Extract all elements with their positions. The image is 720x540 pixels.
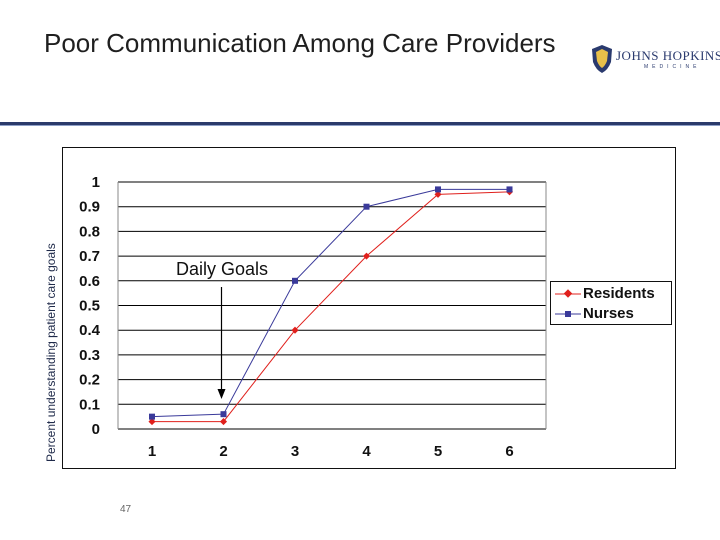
point-nurses-1 bbox=[149, 413, 155, 420]
legend-item-nurses: Nurses bbox=[551, 304, 671, 324]
y-tick-label-1: 0.1 bbox=[79, 396, 100, 413]
y-tick-label-6: 0.6 bbox=[79, 273, 100, 290]
chart-legend: Residents Nurses bbox=[550, 281, 672, 325]
point-nurses-4 bbox=[363, 203, 370, 210]
point-nurses-3 bbox=[292, 277, 298, 284]
legend-label-nurses: Nurses bbox=[583, 305, 634, 322]
point-residents-5 bbox=[434, 190, 442, 198]
point-nurses-2 bbox=[220, 411, 227, 418]
title-divider-light bbox=[0, 125, 720, 126]
point-residents-3 bbox=[291, 326, 299, 334]
point-residents-1 bbox=[148, 418, 156, 426]
slide-title: Poor Communication Among Care Providers bbox=[44, 28, 556, 58]
y-tick-label-7: 0.7 bbox=[79, 248, 100, 265]
y-tick-label-2: 0.2 bbox=[79, 372, 100, 389]
x-tick-label-4: 4 bbox=[362, 443, 371, 460]
y-axis-label: Percent understanding patient care goals bbox=[44, 243, 58, 462]
shield-icon bbox=[592, 45, 612, 73]
slide-number: 47 bbox=[120, 504, 132, 515]
x-tick-label-1: 1 bbox=[148, 443, 156, 460]
logo-wordmark: JOHNS HOPKINS bbox=[616, 48, 720, 63]
series-line-residents bbox=[152, 191, 510, 423]
point-nurses-6 bbox=[506, 186, 513, 193]
y-tick-label-9: 0.9 bbox=[79, 199, 100, 216]
y-tick-label-8: 0.8 bbox=[79, 223, 100, 240]
legend-item-residents: Residents bbox=[551, 284, 671, 304]
johns-hopkins-logo: JOHNS HOPKINS MEDICINE bbox=[590, 44, 720, 76]
x-tick-label-3: 3 bbox=[291, 443, 299, 460]
series-line-nurses bbox=[151, 188, 510, 418]
line-chart: 0 0.1 0.2 0.3 0.4 0.5 0.6 0.7 0.8 0.9 1 1 2 3 4 5 6 bbox=[79, 174, 547, 460]
point-nurses-5 bbox=[435, 186, 441, 193]
legend-residents-swatch bbox=[555, 289, 581, 298]
legend-nurses-swatch bbox=[555, 311, 581, 317]
y-tick-label-10: 1 bbox=[92, 174, 100, 191]
y-tick-label-5: 0.5 bbox=[79, 298, 100, 315]
point-residents-4 bbox=[362, 252, 371, 260]
logo-subtitle: MEDICINE bbox=[644, 64, 701, 70]
daily-goals-annotation: Daily Goals bbox=[176, 259, 269, 279]
point-residents-2 bbox=[219, 418, 228, 426]
y-tick-label-0: 0 bbox=[92, 421, 100, 438]
x-tick-label-2: 2 bbox=[219, 443, 227, 460]
x-tick-label-5: 5 bbox=[434, 443, 442, 460]
annotation-arrow-head bbox=[217, 389, 226, 399]
y-tick-label-3: 0.3 bbox=[79, 347, 100, 364]
y-tick-label-4: 0.4 bbox=[79, 322, 101, 339]
title-divider bbox=[0, 122, 720, 125]
legend-label-residents: Residents bbox=[583, 285, 655, 302]
x-tick-label-6: 6 bbox=[505, 443, 513, 460]
